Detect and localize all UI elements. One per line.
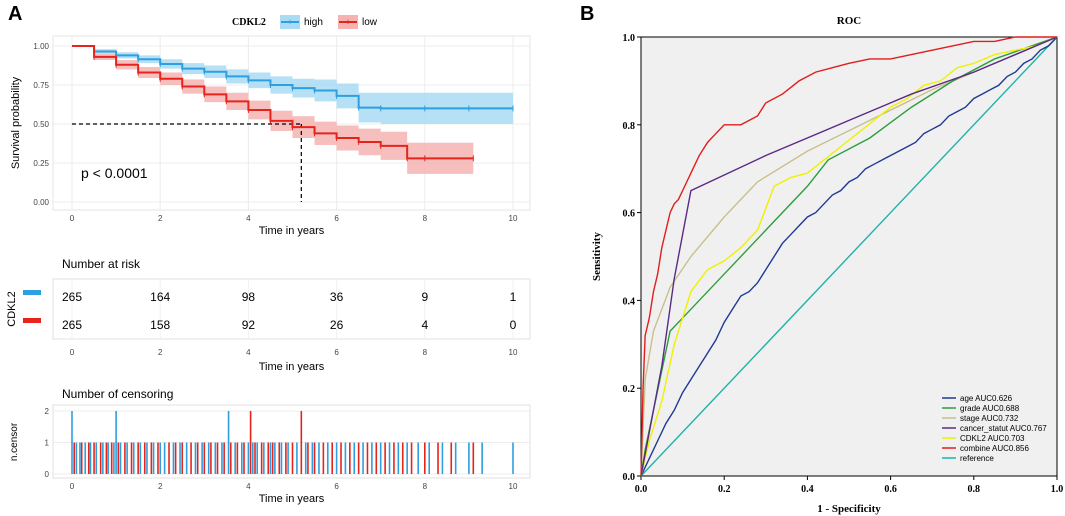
- censor-xtick-label: 6: [334, 482, 339, 491]
- km-legend-plus-low: +: [345, 17, 350, 27]
- risk-xtick-label: 6: [334, 348, 339, 357]
- risk-xtick-label: 10: [509, 348, 518, 357]
- roc-ytick-label: 0.6: [623, 209, 636, 220]
- roc-ytick-label: 0.2: [623, 384, 636, 395]
- km-ytick-label: 0.25: [33, 159, 49, 168]
- km-legend-plus-high: +: [287, 17, 292, 27]
- censor-ytick-label: 1: [45, 439, 50, 448]
- roc-xtick-label: 1.0: [1051, 484, 1064, 495]
- panel-b-letter: B: [580, 3, 595, 25]
- roc-ytick-label: 0.4: [623, 296, 636, 307]
- roc-ylabel: Sensitivity: [591, 232, 603, 281]
- km-legend-title: CDKL2: [232, 17, 266, 28]
- roc-legend-label-age: age AUC0.626: [960, 394, 1013, 403]
- risk-cell-low: 92: [242, 318, 256, 332]
- censor-xtick-label: 0: [70, 482, 75, 491]
- km-xtick-label: 0: [70, 214, 75, 223]
- roc-curve-age: [640, 36, 1058, 477]
- roc-xtick-label: 0.0: [635, 484, 648, 495]
- roc-legend-label-reference: reference: [960, 454, 994, 463]
- km-xtick-label: 6: [334, 214, 339, 223]
- censor-ytick-label: 0: [45, 470, 50, 479]
- censor-ytick-label: 2: [45, 407, 50, 416]
- risk-table-area: [52, 278, 531, 340]
- risk-xtick-label: 0: [70, 348, 75, 357]
- roc-ytick-label: 0.0: [623, 472, 636, 483]
- roc-curve-cdkl2: [640, 36, 1058, 477]
- censor-xtick-label: 2: [158, 482, 163, 491]
- km-ytick-label: 1.00: [33, 42, 49, 51]
- censor-xtick-label: 8: [423, 482, 428, 491]
- km-ytick-label: 0.75: [33, 81, 49, 90]
- panel-a-letter: A: [8, 3, 23, 25]
- km-xtick-label: 4: [246, 214, 251, 223]
- roc-legend-label-combine: combine AUC0.856: [960, 444, 1029, 453]
- censor-xlabel: Time in years: [259, 493, 325, 505]
- risk-row-label: CDKL2: [6, 291, 18, 326]
- km-xlabel: Time in years: [259, 225, 325, 237]
- risk-cell-high: 98: [242, 290, 256, 304]
- roc-legend-label-grade: grade AUC0.688: [960, 404, 1020, 413]
- km-legend-label-low: low: [362, 17, 378, 28]
- censor-xtick-label: 4: [246, 482, 251, 491]
- km-legend-label-high: high: [304, 17, 323, 28]
- risk-row-key-high: [23, 290, 41, 295]
- roc-curve-stage: [640, 36, 1058, 477]
- risk-table-title: Number at risk: [62, 257, 141, 271]
- km-ylabel: Survival probability: [10, 76, 22, 169]
- roc-xtick-label: 0.8: [968, 484, 981, 495]
- roc-legend-label-stage: stage AUC0.732: [960, 414, 1019, 423]
- risk-cell-high: 265: [62, 290, 82, 304]
- roc-xtick-label: 0.6: [884, 484, 897, 495]
- risk-xtick-label: 2: [158, 348, 163, 357]
- risk-cell-high: 1: [510, 290, 517, 304]
- roc-xtick-label: 0.2: [718, 484, 731, 495]
- risk-xlabel: Time in years: [259, 361, 325, 373]
- censor-ylabel: n.censor: [9, 422, 20, 461]
- roc-curve-cancer-statut: [640, 36, 1058, 477]
- risk-cell-low: 4: [421, 318, 428, 332]
- roc-legend-label-cdkl2: CDKL2 AUC0.703: [960, 434, 1025, 443]
- risk-cell-low: 158: [150, 318, 170, 332]
- risk-xtick-label: 4: [246, 348, 251, 357]
- risk-row-key-low: [23, 318, 41, 323]
- roc-xtick-label: 0.4: [801, 484, 814, 495]
- km-ytick-label: 0.00: [33, 198, 49, 207]
- km-ytick-label: 0.50: [33, 120, 49, 129]
- censor-xtick-label: 10: [509, 482, 518, 491]
- roc-title: ROC: [837, 15, 862, 27]
- risk-cell-high: 164: [150, 290, 170, 304]
- roc-ytick-label: 1.0: [623, 33, 636, 44]
- km-xtick-label: 8: [423, 214, 428, 223]
- roc-legend-label-cancer-statut: cancer_statut AUC0.767: [960, 424, 1047, 433]
- roc-curve-combine: [640, 36, 1057, 477]
- risk-cell-high: 9: [421, 290, 428, 304]
- risk-xtick-label: 8: [423, 348, 428, 357]
- km-xtick-label: 2: [158, 214, 163, 223]
- roc-ytick-label: 0.8: [623, 121, 636, 132]
- roc-curve-reference: [640, 36, 1058, 477]
- risk-cell-low: 26: [330, 318, 344, 332]
- risk-cell-low: 265: [62, 318, 82, 332]
- censor-title: Number of censoring: [62, 387, 173, 401]
- risk-cell-low: 0: [510, 318, 517, 332]
- risk-cell-high: 36: [330, 290, 344, 304]
- km-pvalue: p < 0.0001: [81, 165, 148, 181]
- km-xtick-label: 10: [509, 214, 518, 223]
- roc-xlabel: 1 - Specificity: [817, 503, 881, 515]
